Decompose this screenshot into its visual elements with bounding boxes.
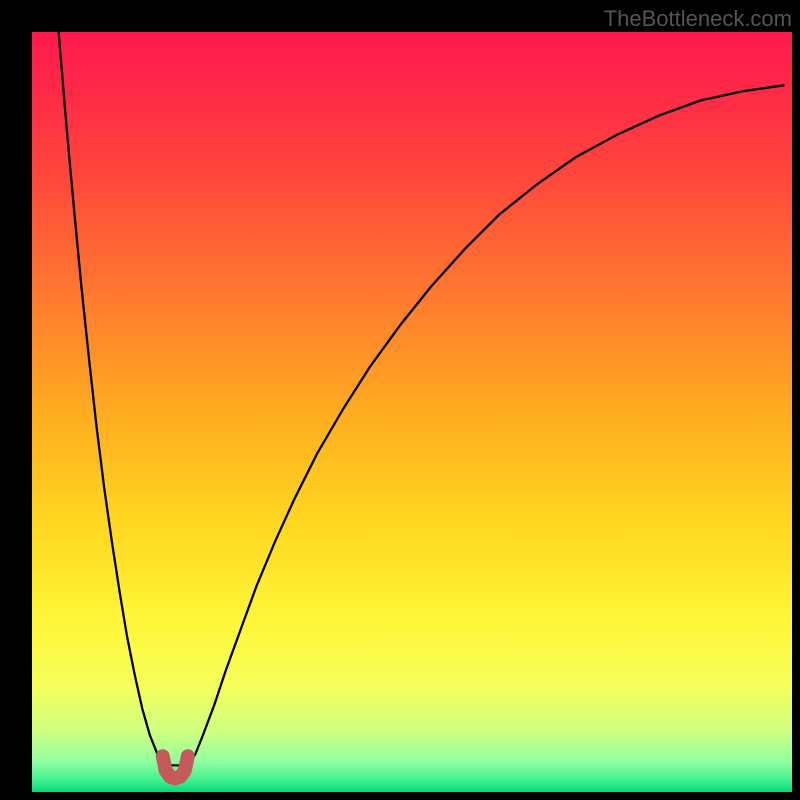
bottleneck-curve [59, 32, 785, 765]
curve-layer [32, 32, 792, 792]
plot-area [32, 32, 792, 792]
valley-marker [163, 756, 188, 778]
watermark-text: TheBottleneck.com [604, 6, 792, 32]
